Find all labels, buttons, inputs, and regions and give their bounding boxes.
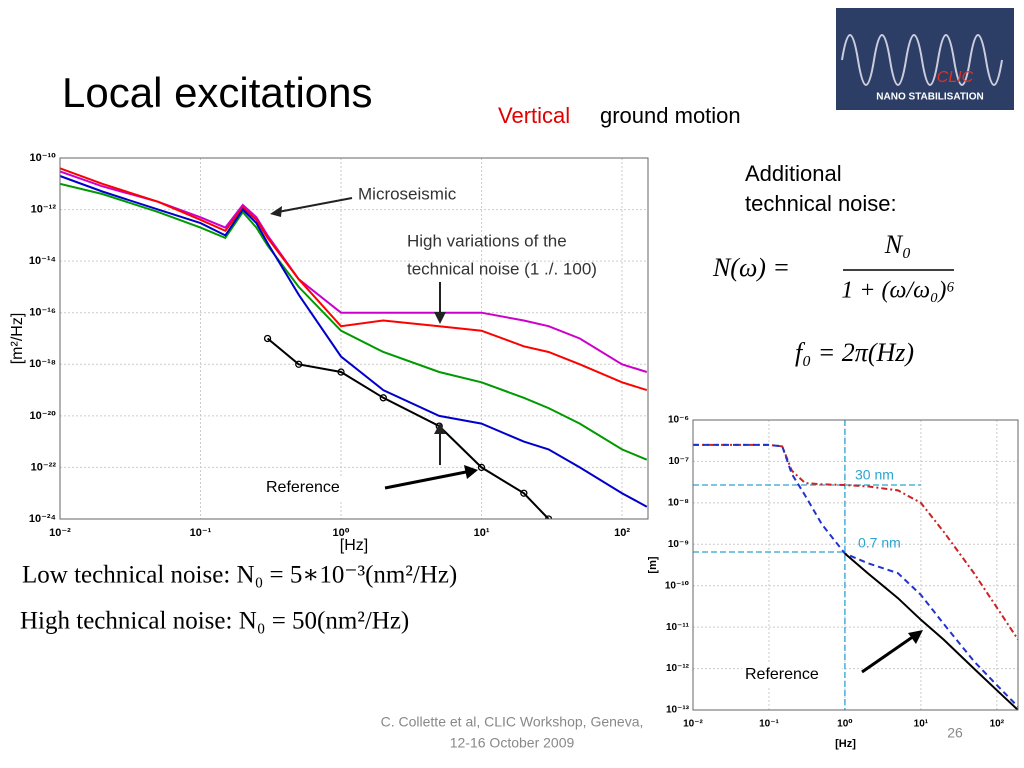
series-line — [60, 175, 648, 508]
series-line — [60, 182, 648, 461]
high-noise-formula: High technical noise: N₀ = 50(nm²/Hz) — [20, 608, 409, 635]
annotation: 30 nm — [855, 467, 894, 483]
y-tick-label: 10⁻¹⁰ — [665, 580, 689, 591]
series-line — [60, 167, 648, 392]
marker — [379, 394, 387, 402]
arrow — [384, 470, 467, 490]
logo-name: CLIC — [937, 69, 974, 86]
y-axis-label: [m²/Hz] — [9, 313, 26, 365]
f0-formula: f₀ = 2π(Hz) — [795, 338, 914, 367]
arrow-head — [908, 630, 923, 644]
x-tick-label: 10⁻² — [49, 527, 71, 539]
x-tick-label: 10⁻² — [683, 719, 703, 730]
series-group — [693, 420, 1018, 710]
y-tick-label: 10⁻¹⁴ — [29, 255, 56, 267]
y-tick-label: 10⁻⁸ — [668, 497, 689, 508]
x-tick-label: 10⁰ — [837, 719, 853, 730]
y-tick-label: 10⁻¹⁰ — [29, 152, 56, 164]
x-tick-label: 10⁻¹ — [190, 527, 212, 539]
low-noise-formula: Low technical noise: N₀ = 5∗10⁻³(nm²/Hz) — [22, 562, 457, 589]
arrow-head — [434, 423, 446, 434]
x-tick-label: 10² — [990, 719, 1005, 730]
x-axis-label: [Hz] — [835, 738, 856, 750]
annotation: Reference — [745, 666, 819, 683]
y-tick-label: 10⁻¹⁶ — [29, 307, 56, 319]
y-tick-label: 10⁻⁹ — [668, 539, 689, 550]
x-tick-label: 10² — [614, 527, 630, 539]
series-line — [266, 337, 550, 519]
y-tick-label: 10⁻¹³ — [666, 705, 690, 716]
y-tick-label: 10⁻¹¹ — [666, 622, 690, 633]
logo: CLIC NANO STABILISATION — [836, 8, 1014, 110]
marker — [263, 334, 272, 343]
charts: 10⁻² 10⁻¹ 10⁰ 10¹ 10² 10⁻²⁴ 10⁻²² 10⁻²⁰ 10⁻¹⁸ 10⁻… — [9, 152, 1019, 750]
footer: C. Collette et al, CLIC Workshop, Geneva… — [381, 714, 644, 730]
marker — [520, 489, 528, 497]
logo-background — [836, 8, 1014, 110]
logo-caption: NANO STABILISATION — [876, 92, 983, 103]
page-number: 26 — [947, 725, 963, 741]
arrow — [277, 197, 353, 213]
y-tick-label: 10⁻⁶ — [668, 415, 689, 426]
y-tick-label: 10⁻¹² — [31, 203, 57, 215]
marker — [337, 368, 345, 376]
arrow-head — [464, 465, 478, 479]
annotation: Reference — [266, 479, 340, 496]
footer: 12-16 October 2009 — [450, 735, 575, 751]
arrow-head — [270, 206, 282, 217]
arrow-head — [434, 312, 446, 324]
slide-title: Local excitations — [62, 69, 373, 116]
x-tick-label: 10⁰ — [332, 527, 349, 539]
subtitle: ground motion — [600, 103, 741, 128]
label-background — [262, 476, 364, 500]
annotation: technical noise (1 ./. 100) — [407, 259, 597, 278]
y-tick-label: 10⁻²⁰ — [29, 410, 56, 422]
plot-area — [693, 420, 1018, 710]
marker — [295, 360, 303, 368]
plot-area — [60, 158, 648, 519]
plot-frame — [692, 419, 1019, 711]
y-tick-label: 10⁻⁷ — [668, 456, 689, 467]
logo-wave — [841, 34, 1003, 86]
x-tick-label: 10¹ — [474, 527, 490, 539]
note: technical noise: — [745, 191, 897, 216]
marker — [544, 515, 553, 519]
y-axis-label: [m] — [647, 556, 659, 573]
x-tick-label: 10¹ — [914, 719, 929, 730]
note: Additional — [745, 161, 842, 186]
x-tick-label: 10⁻¹ — [759, 719, 779, 730]
y-tick-label: 10⁻²⁴ — [29, 513, 56, 525]
y-tick-label: 10⁻¹⁸ — [29, 358, 56, 370]
series-line — [844, 552, 1018, 710]
y-tick-label: 10⁻¹² — [666, 663, 690, 674]
formula-numerator: N₀ — [884, 230, 911, 259]
formula-lhs: N(ω) = — [712, 253, 790, 282]
marker — [477, 463, 486, 472]
annotation: High variations of the — [407, 231, 567, 250]
series-line — [60, 170, 648, 373]
plot-frame — [59, 157, 649, 520]
subtitle-highlight: Vertical — [498, 103, 570, 128]
series-group — [60, 167, 648, 519]
y-tick-label: 10⁻²² — [31, 461, 57, 473]
arrow — [861, 634, 915, 674]
annotation: 0.7 nm — [858, 535, 901, 551]
formula-denominator: 1 + (ω/ω₀)⁶ — [841, 278, 954, 304]
x-axis-label: [Hz] — [340, 537, 368, 554]
annotation: Microseismic — [358, 184, 457, 203]
label-background — [742, 663, 842, 687]
